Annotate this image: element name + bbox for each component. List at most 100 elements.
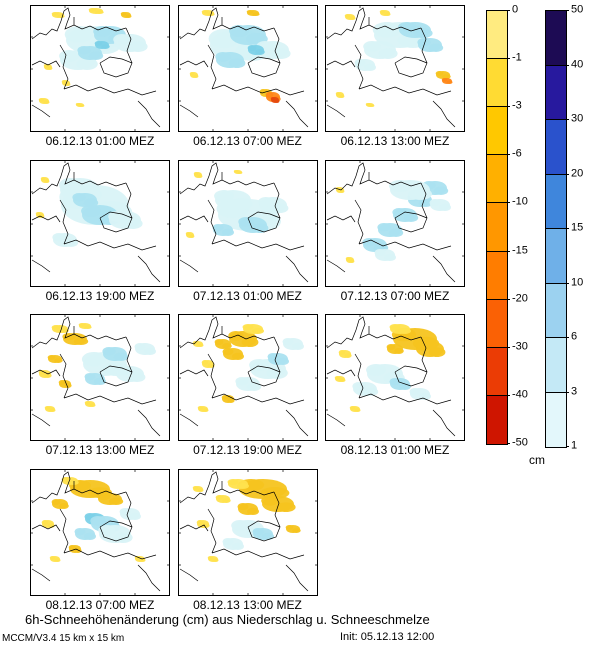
colorbar-segment: [546, 174, 566, 229]
colorbar-tick-label: 30: [571, 112, 584, 125]
country-border-outline: [354, 199, 364, 244]
country-border-outline: [207, 508, 216, 554]
map-frame: [30, 469, 170, 597]
country-border-outline: [358, 239, 452, 251]
data-blob: [344, 14, 351, 18]
colorbar-segment: [487, 299, 507, 348]
data-blob: [291, 528, 301, 534]
colorbar-tick: [566, 119, 569, 120]
data-blob: [222, 538, 233, 546]
country-border-outline: [179, 104, 198, 118]
data-blob: [362, 237, 376, 247]
data-blob: [251, 12, 260, 16]
data-blob: [197, 343, 203, 348]
colorbar-tick-label: -10: [512, 195, 528, 208]
panel-timestamp: 07.12.13 01:00 MEZ: [193, 288, 302, 303]
country-border-outline: [358, 84, 452, 96]
data-blob: [58, 380, 66, 386]
country-border-outline: [31, 414, 51, 427]
data-blob: [221, 395, 228, 401]
data-blob: [237, 171, 242, 174]
data-blob: [259, 89, 266, 94]
map-frame: [30, 159, 170, 287]
map-canvas: [30, 314, 170, 442]
data-blob: [88, 51, 104, 60]
country-border-outline: [63, 239, 157, 251]
data-blob: [202, 408, 208, 413]
data-blob: [428, 347, 446, 358]
country-border-outline: [125, 27, 133, 64]
country-border-outline: [31, 524, 61, 532]
map-frame: [177, 469, 318, 597]
data-blob: [241, 337, 258, 348]
colorbar-segment: [546, 11, 566, 66]
data-blob: [95, 10, 104, 14]
data-blob: [399, 328, 411, 335]
map-panel: 06.12.13 07:00 MEZ: [177, 5, 319, 148]
data-blob: [84, 532, 96, 541]
colorbar-tick-label: 3: [571, 385, 578, 397]
data-blob: [236, 483, 249, 490]
data-blob: [275, 502, 296, 513]
colorbar-tick: [566, 64, 569, 66]
data-blob: [128, 41, 148, 52]
map-panel: 07.12.13 07:00 MEZ: [325, 159, 466, 303]
data-blob: [97, 493, 111, 501]
colorbar-tick-label: 6: [571, 330, 578, 343]
colorbar-tick: [507, 106, 510, 108]
data-blob: [193, 74, 198, 78]
data-blob: [345, 256, 351, 261]
colorbar-segment: [546, 65, 566, 120]
data-blob: [125, 14, 132, 18]
colorbar-segment: [546, 392, 566, 447]
data-blob: [192, 486, 198, 490]
colorbar-tick-label: -20: [512, 292, 528, 305]
data-blob: [233, 169, 238, 173]
data-blob: [354, 59, 366, 67]
map-canvas: [30, 159, 170, 287]
data-blob: [79, 104, 85, 108]
data-blob: [89, 403, 96, 408]
map-frame: [30, 5, 170, 132]
data-blob: [260, 487, 289, 500]
colorbar-tick: [566, 337, 569, 338]
country-border-outline: [285, 564, 308, 592]
country-border-outline: [125, 491, 133, 528]
data-blob: [84, 401, 91, 405]
panel-timestamp: 08.12.13 07:00 MEZ: [45, 598, 155, 613]
data-blob: [246, 507, 259, 516]
data-blob: [221, 498, 231, 504]
map-svg: [30, 5, 170, 132]
colorbar-segment: [487, 251, 507, 300]
data-blob: [61, 80, 67, 84]
country-border-outline: [179, 568, 198, 582]
data-blob: [51, 12, 59, 16]
colorbar-tick: [507, 58, 510, 60]
data-blob: [415, 341, 431, 351]
data-blob: [189, 72, 194, 76]
data-blob: [339, 94, 345, 98]
data-blob: [51, 325, 61, 331]
data-blob: [439, 203, 451, 211]
colorbar-tick: [507, 250, 510, 252]
data-blob: [196, 520, 203, 525]
data-blob: [212, 223, 223, 231]
data-blob: [417, 38, 431, 47]
country-border-outline: [179, 524, 208, 532]
data-blob: [113, 532, 133, 544]
data-blob: [433, 186, 449, 195]
data-blob: [282, 338, 293, 346]
data-blob: [108, 497, 124, 506]
data-blob: [72, 192, 86, 202]
data-blob: [59, 177, 81, 193]
data-blob: [247, 45, 256, 51]
data-blob: [352, 382, 366, 391]
data-blob: [65, 82, 71, 86]
country-border-outline: [326, 104, 346, 118]
colorbar-tick: [507, 394, 510, 396]
data-blob: [221, 228, 234, 236]
colorbar-segment: [487, 155, 507, 204]
colorbar-tick-label: 50: [571, 3, 584, 16]
data-blob: [44, 373, 52, 379]
